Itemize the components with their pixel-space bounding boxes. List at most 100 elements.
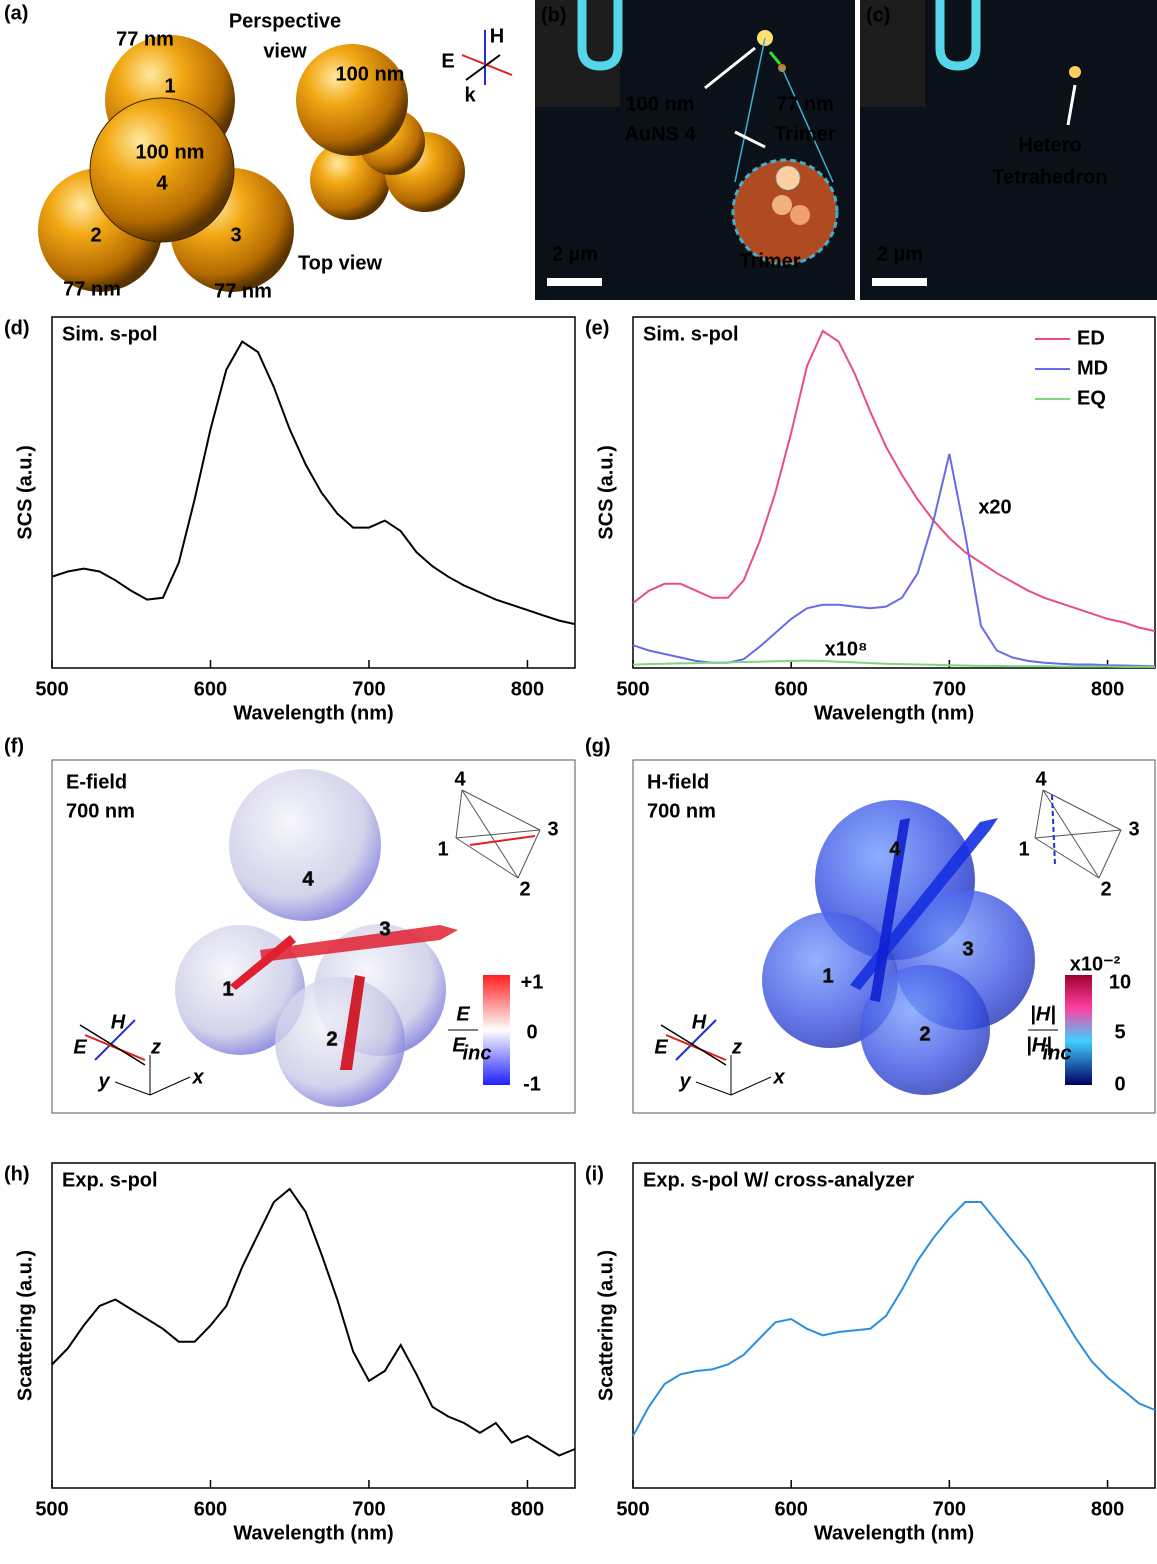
axis-symbol: E — [73, 1036, 87, 1058]
legend-label: EQ — [1077, 387, 1106, 409]
y-axis-label: Scattering (a.u.) — [595, 1250, 617, 1401]
annotation: Hetero — [1018, 134, 1081, 156]
annotation: k — [464, 84, 476, 106]
colorbar-title: E — [456, 1003, 470, 1025]
x-axis-label: Wavelength (nm) — [814, 1522, 974, 1544]
annotation: Perspective — [229, 10, 341, 32]
colorbar-tick: -1 — [523, 1073, 541, 1095]
inset-label: 3 — [1128, 818, 1139, 840]
data-line — [52, 342, 575, 624]
axis-symbol: E — [654, 1036, 668, 1058]
inset-label: 1 — [1018, 838, 1029, 860]
annotation: 100 nm — [336, 63, 405, 85]
annotation: 1 — [164, 75, 175, 97]
chart-title: Exp. s-pol — [62, 1169, 158, 1191]
colorbar-title: |H| — [1030, 1003, 1056, 1025]
colorbar-tick: +1 — [521, 971, 544, 993]
panel-label: (c) — [866, 4, 890, 26]
panel-label: (d) — [4, 317, 30, 339]
x-tick-label: 700 — [933, 1498, 966, 1520]
chart-title: Sim. s-pol — [62, 323, 158, 345]
axis-symbol: H — [692, 1011, 707, 1033]
panel-title: 700 nm — [66, 800, 135, 822]
x-tick-label: 700 — [352, 678, 385, 700]
data-line — [52, 1189, 575, 1456]
annotation: Top view — [298, 252, 383, 274]
annotation: Trimer — [739, 250, 800, 272]
x-tick-label: 700 — [352, 1498, 385, 1520]
annotation: Tetrahedron — [992, 166, 1107, 188]
y-axis-label: Scattering (a.u.) — [14, 1250, 36, 1401]
chart-title: Sim. s-pol — [643, 323, 739, 345]
colorbar-multiplier: x10⁻² — [1070, 953, 1121, 975]
annotation: 77 nm — [116, 28, 174, 50]
annotation: 2 — [90, 224, 101, 246]
colorbar-tick: 0 — [526, 1021, 537, 1043]
plot-frame — [52, 1163, 575, 1488]
annotation: H — [490, 25, 504, 47]
x-tick-label: 600 — [194, 678, 227, 700]
axis-symbol: z — [150, 1036, 161, 1058]
annotation: 77 nm — [776, 93, 834, 115]
sphere-label: 3 — [379, 918, 390, 940]
colorbar-tick: 5 — [1114, 1021, 1125, 1043]
inset-label: 3 — [547, 818, 558, 840]
inset-label: 2 — [519, 878, 530, 900]
axis-symbol: x — [772, 1066, 785, 1088]
x-tick-label: 800 — [511, 678, 544, 700]
plot-frame — [633, 1163, 1155, 1488]
x-tick-label: 500 — [616, 1498, 649, 1520]
panel-label: (g) — [585, 735, 611, 757]
annotation: view — [263, 40, 307, 62]
sphere-label: 3 — [962, 938, 973, 960]
legend-label: ED — [1077, 327, 1105, 349]
panel-label: (e) — [585, 317, 609, 339]
annotation: 2 µm — [877, 243, 923, 265]
panel-title: H-field — [647, 771, 709, 793]
sphere-label: 4 — [302, 868, 314, 890]
panel-label: (h) — [4, 1163, 30, 1185]
panel-title: 700 nm — [647, 800, 716, 822]
axis-symbol: H — [111, 1011, 126, 1033]
annotation: AuNS 4 — [624, 123, 696, 145]
inset-label: 1 — [437, 838, 448, 860]
x-tick-label: 700 — [933, 678, 966, 700]
colorbar-title: inc — [463, 1042, 492, 1064]
chart-title: Exp. s-pol W/ cross-analyzer — [643, 1169, 914, 1191]
y-axis-label: SCS (a.u.) — [595, 445, 617, 539]
x-axis-label: Wavelength (nm) — [233, 1522, 393, 1544]
x-tick-label: 600 — [774, 678, 807, 700]
plot-frame — [52, 317, 575, 668]
annotation: x20 — [978, 496, 1011, 518]
x-axis-label: Wavelength (nm) — [233, 702, 393, 724]
x-tick-label: 500 — [35, 1498, 68, 1520]
panel-label: (f) — [4, 735, 24, 757]
annotation: 100 nm — [136, 141, 205, 163]
annotation: 4 — [156, 172, 168, 194]
annotation: 77 nm — [214, 280, 272, 302]
axis-symbol: y — [97, 1070, 110, 1092]
panel-label: (i) — [585, 1163, 604, 1185]
inset-label: 2 — [1100, 878, 1111, 900]
x-tick-label: 600 — [194, 1498, 227, 1520]
colorbar-title: inc — [1043, 1042, 1072, 1064]
annotation: E — [441, 50, 454, 72]
legend-label: MD — [1077, 357, 1108, 379]
inset-label: 4 — [454, 768, 466, 790]
x-tick-label: 500 — [616, 678, 649, 700]
data-line — [633, 454, 1155, 666]
figure: (a)77 nmPerspectiveview100 nm1100 nm4237… — [0, 0, 1157, 1564]
annotation: Trimer — [774, 123, 835, 145]
sphere-label: 1 — [822, 965, 833, 987]
sphere-label: 2 — [919, 1023, 930, 1045]
colorbar-tick: 0 — [1114, 1073, 1125, 1095]
x-tick-label: 800 — [511, 1498, 544, 1520]
sphere-label: 4 — [889, 838, 901, 860]
axis-symbol: z — [731, 1036, 742, 1058]
data-line — [633, 1202, 1155, 1436]
x-tick-label: 600 — [774, 1498, 807, 1520]
x-tick-label: 800 — [1091, 1498, 1124, 1520]
annotation: 100 nm — [626, 93, 695, 115]
y-axis-label: SCS (a.u.) — [14, 445, 36, 539]
panel-label: (b) — [541, 4, 567, 26]
